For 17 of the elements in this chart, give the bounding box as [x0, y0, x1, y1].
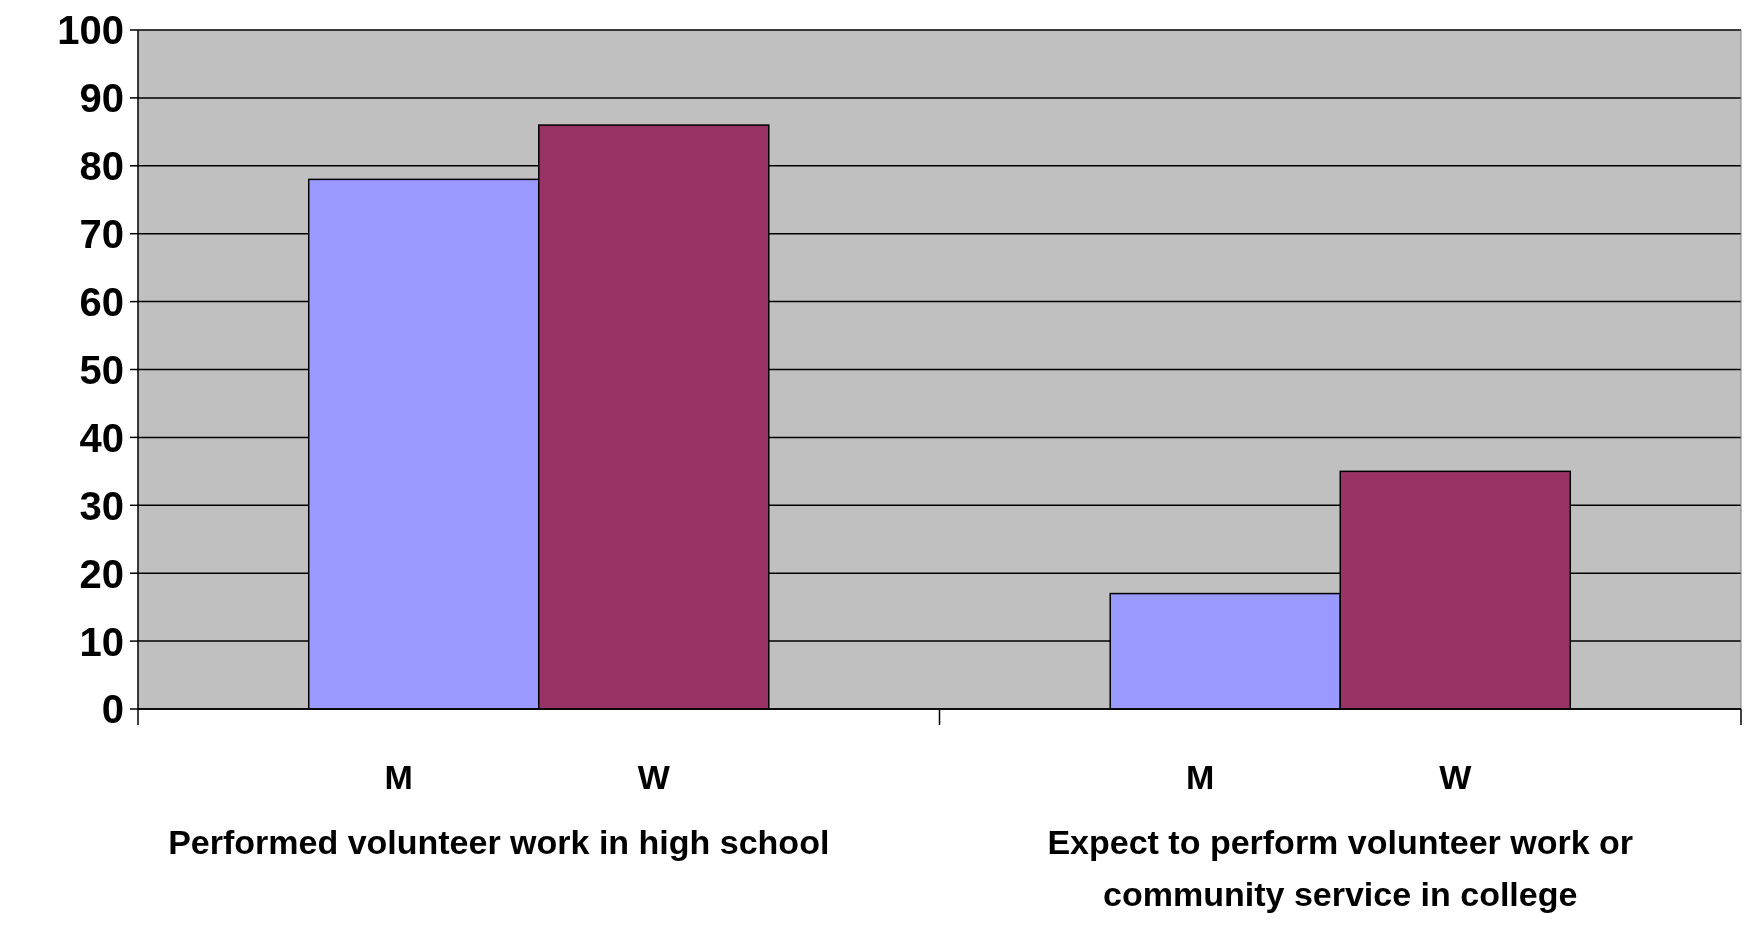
y-tick-label: 40: [79, 415, 124, 460]
x-tick-label: Performed volunteer work in high school: [168, 823, 830, 861]
y-tick-label: 100: [57, 8, 124, 53]
text: M: [1186, 758, 1215, 796]
series-label: M: [384, 758, 413, 796]
y-tick-label: 30: [79, 483, 124, 528]
y-tick-label: 70: [79, 212, 124, 257]
y-tick-label: 90: [79, 76, 124, 121]
y-tick-label: 0: [101, 687, 124, 732]
y-tick-label: 10: [79, 619, 124, 664]
y-tick-label: 80: [79, 144, 124, 189]
y-tick-label: 60: [79, 280, 124, 324]
text: W: [1439, 758, 1472, 796]
x-tick-label: Expect to perform volunteer work or community service in college: [1047, 823, 1634, 913]
series-label: W: [637, 758, 671, 796]
y-tick-label: 20: [79, 551, 124, 596]
y-tick-label: 50: [79, 347, 124, 392]
